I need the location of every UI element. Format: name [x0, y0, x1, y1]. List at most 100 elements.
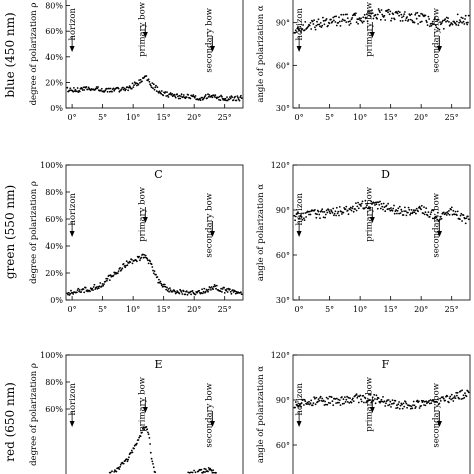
data-point: [131, 451, 134, 454]
data-point: [101, 283, 104, 285]
data-point: [207, 470, 209, 473]
data-point: [427, 15, 430, 18]
x-tick-label: 25°: [445, 305, 459, 314]
data-point: [359, 394, 362, 397]
data-point: [199, 97, 201, 100]
x-tick-label: 0°: [68, 305, 77, 314]
data-point: [415, 12, 417, 15]
y-tick-label: 100%: [40, 351, 63, 360]
plot-frame: [292, 164, 471, 301]
annotation-primary-bow: primary bow: [364, 376, 375, 432]
y-tick-label: 60%: [45, 215, 63, 224]
annotation-label: horizon: [295, 7, 305, 40]
data-point: [204, 290, 207, 293]
data-point: [109, 471, 112, 474]
data-point: [136, 442, 138, 445]
data-point: [412, 404, 414, 406]
data-point: [365, 401, 367, 404]
data-point: [467, 391, 470, 394]
data-point: [414, 13, 417, 16]
data-point: [456, 13, 459, 16]
data-point: [324, 216, 326, 219]
data-point: [429, 213, 432, 216]
data-point: [325, 396, 328, 399]
data-point: [350, 18, 353, 21]
data-point: [189, 290, 192, 293]
x-tick-label: 20°: [414, 305, 428, 314]
data-point: [369, 394, 372, 396]
data-point: [460, 212, 463, 215]
data-point: [212, 471, 215, 474]
data-point: [335, 214, 337, 217]
data-point: [221, 291, 223, 293]
data-point: [403, 210, 406, 213]
data-point: [355, 12, 357, 15]
panel-A-top-left: 0% 20% 40% 60% 80% 0° 5° 10° 15° 20° 25° degree of …: [3, 0, 244, 122]
data-point: [192, 94, 195, 96]
data-point: [112, 274, 115, 277]
data-point: [113, 471, 116, 473]
data-point: [381, 205, 384, 208]
data-point: [360, 400, 363, 403]
data-point: [392, 207, 395, 210]
data-point: [324, 400, 326, 403]
data-point: [402, 214, 405, 216]
annotation-horizon: horizon: [68, 7, 78, 52]
data-point: [212, 469, 215, 471]
data-point: [341, 402, 344, 405]
annotation-horizon: horizon: [295, 382, 305, 427]
data-point: [457, 24, 460, 27]
data-points: [66, 253, 243, 296]
data-point: [413, 404, 416, 407]
data-point: [193, 96, 196, 99]
data-point: [354, 14, 356, 17]
data-point: [294, 31, 296, 34]
data-point: [456, 210, 459, 213]
data-point: [297, 211, 299, 214]
data-point: [429, 23, 432, 25]
data-point: [207, 467, 210, 469]
data-point: [368, 14, 370, 17]
data-point: [141, 80, 143, 83]
data-point: [108, 279, 111, 281]
data-point: [422, 212, 425, 215]
data-point: [376, 17, 378, 20]
data-point: [379, 18, 382, 21]
data-point: [363, 20, 365, 23]
data-point: [100, 87, 103, 90]
data-point: [360, 398, 362, 401]
data-point: [318, 23, 321, 26]
data-point: [432, 23, 435, 25]
data-point: [396, 209, 399, 212]
data-point: [156, 86, 159, 89]
data-point: [92, 289, 94, 291]
data-point: [72, 293, 75, 295]
data-point: [450, 398, 452, 401]
data-point: [191, 95, 194, 98]
x-tick-label: 5°: [325, 305, 334, 314]
data-point: [436, 401, 439, 403]
data-point: [214, 285, 217, 287]
data-point: [111, 90, 113, 93]
data-point: [369, 206, 372, 209]
data-point: [163, 283, 166, 286]
data-point: [238, 99, 241, 102]
data-point: [198, 289, 201, 292]
data-point: [464, 14, 467, 17]
x-tick-label: 20°: [414, 113, 428, 122]
data-point: [347, 20, 350, 23]
data-point: [398, 212, 400, 215]
data-point: [384, 19, 387, 21]
data-point: [312, 23, 315, 25]
data-point: [332, 404, 335, 407]
data-point: [386, 208, 389, 211]
data-point: [185, 96, 188, 99]
data-point: [363, 401, 365, 404]
data-point: [323, 23, 326, 26]
data-point: [414, 209, 417, 212]
data-point: [94, 288, 97, 290]
x-tick-label: 10°: [353, 305, 367, 314]
data-point: [68, 89, 71, 92]
data-point: [147, 259, 149, 262]
